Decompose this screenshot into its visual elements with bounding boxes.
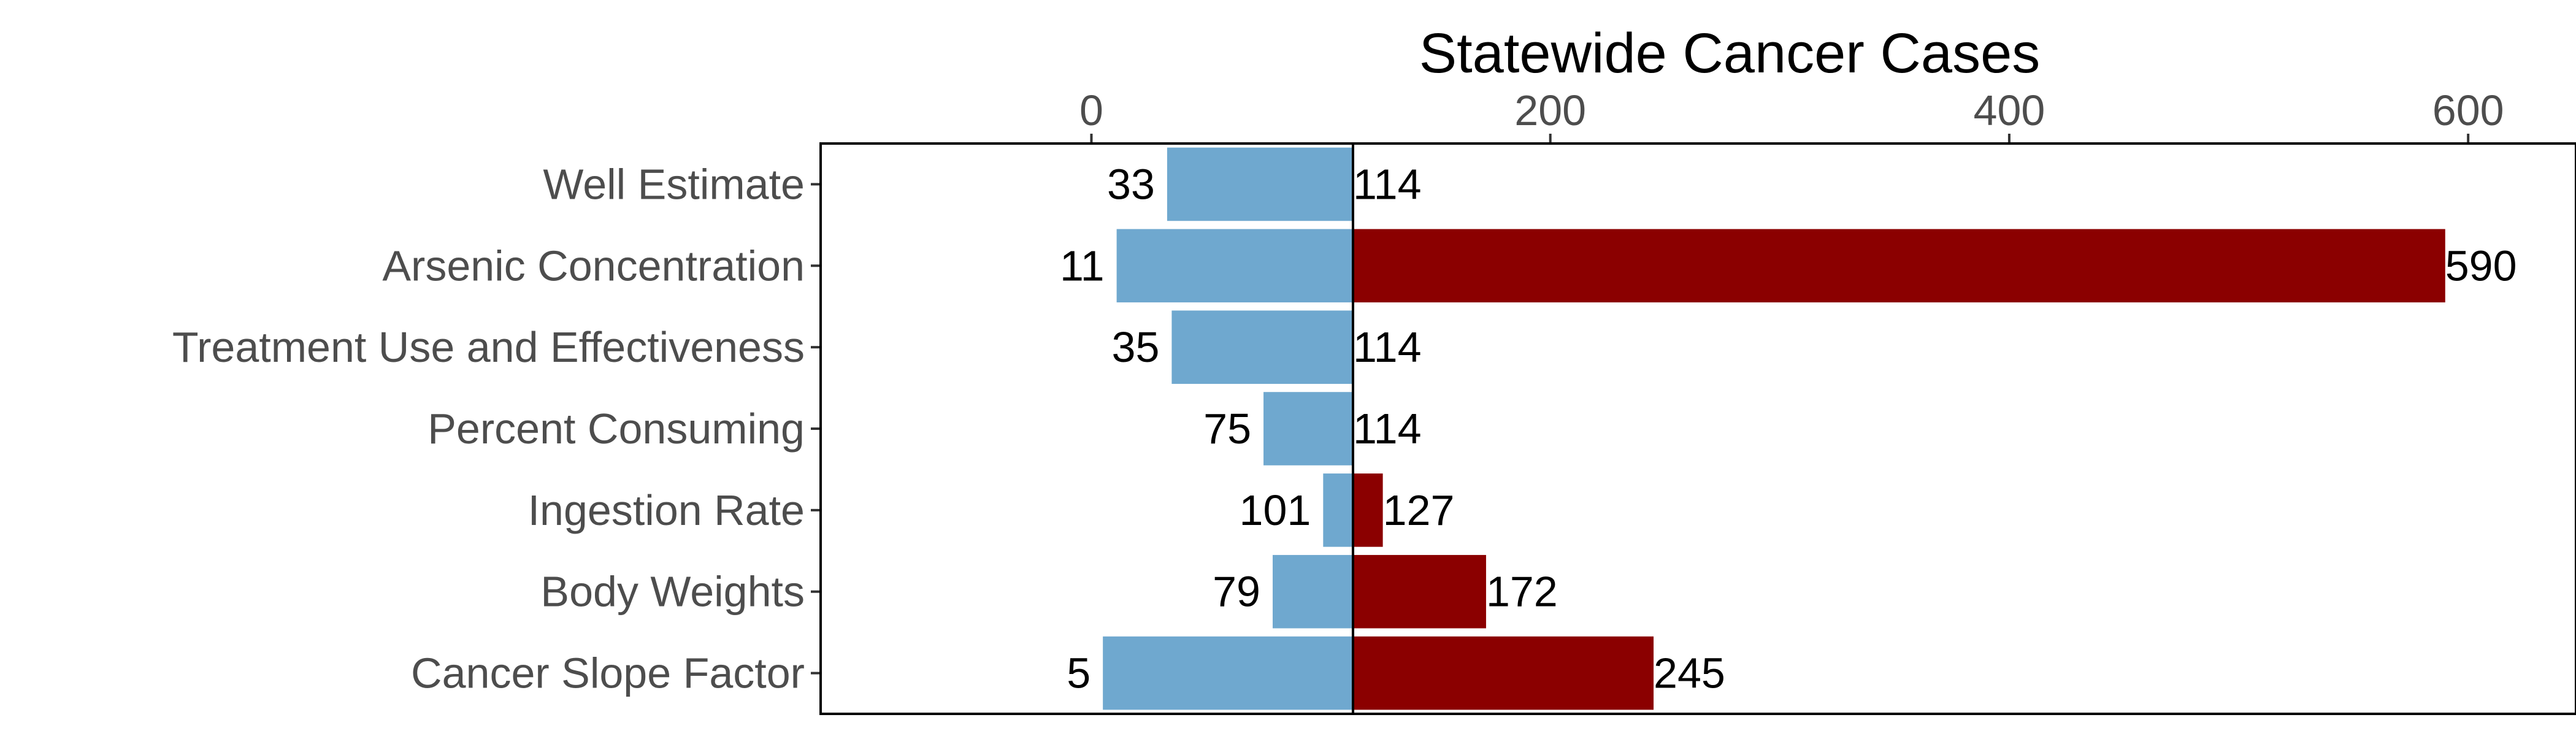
y-tick-label: Percent Consuming	[427, 405, 805, 453]
bars-group	[1103, 147, 2445, 710]
data-labels-group: 33 114 11 590 35 114 75 114 101 127 79 172 5 245	[1060, 160, 2517, 697]
data-label-high: 114	[1353, 160, 1422, 208]
bar-low	[1263, 392, 1353, 465]
bar-low	[1273, 554, 1353, 629]
y-tick-label: Body Weights	[540, 568, 805, 616]
x-tick-label: 600	[2432, 86, 2504, 134]
data-label-low: 33	[1107, 160, 1155, 208]
data-label-high: 114	[1353, 323, 1422, 371]
bar-low	[1103, 636, 1353, 710]
data-label-low: 101	[1240, 486, 1311, 534]
y-tick-label: Ingestion Rate	[528, 486, 805, 534]
data-label-high: 172	[1486, 568, 1558, 616]
bar-low	[1167, 147, 1353, 221]
data-label-low: 11	[1060, 242, 1105, 289]
x-axis: 0 200 400 600	[1079, 86, 2504, 144]
bar-low	[1116, 229, 1353, 303]
data-label-low: 5	[1067, 649, 1091, 697]
bar-low	[1323, 473, 1353, 547]
data-label-low: 79	[1213, 568, 1260, 616]
data-label-low: 35	[1112, 323, 1160, 371]
x-tick-label: 200	[1514, 86, 1586, 134]
x-tick-label: 400	[1974, 86, 2045, 134]
y-tick-label: Cancer Slope Factor	[411, 649, 805, 697]
data-label-high: 245	[1654, 649, 1725, 697]
data-label-high: 127	[1383, 486, 1455, 534]
bar-high	[1352, 636, 1654, 710]
y-tick-label: Treatment Use and Effectiveness	[172, 323, 805, 371]
x-tick-label: 0	[1079, 86, 1103, 134]
y-axis: Well Estimate Arsenic Concentration Treatm…	[172, 160, 821, 697]
bar-high	[1352, 229, 2445, 303]
bar-low	[1171, 310, 1353, 384]
data-label-low: 75	[1203, 405, 1251, 453]
data-label-high: 114	[1353, 405, 1422, 453]
bar-high	[1352, 554, 1486, 629]
y-tick-label: Arsenic Concentration	[382, 242, 805, 289]
data-label-high: 590	[2445, 242, 2517, 289]
plot-panel-border	[819, 142, 2576, 715]
y-tick-label: Well Estimate	[543, 160, 805, 208]
chart-title: Statewide Cancer Cases	[1419, 22, 2041, 85]
bar-high	[1352, 473, 1383, 547]
